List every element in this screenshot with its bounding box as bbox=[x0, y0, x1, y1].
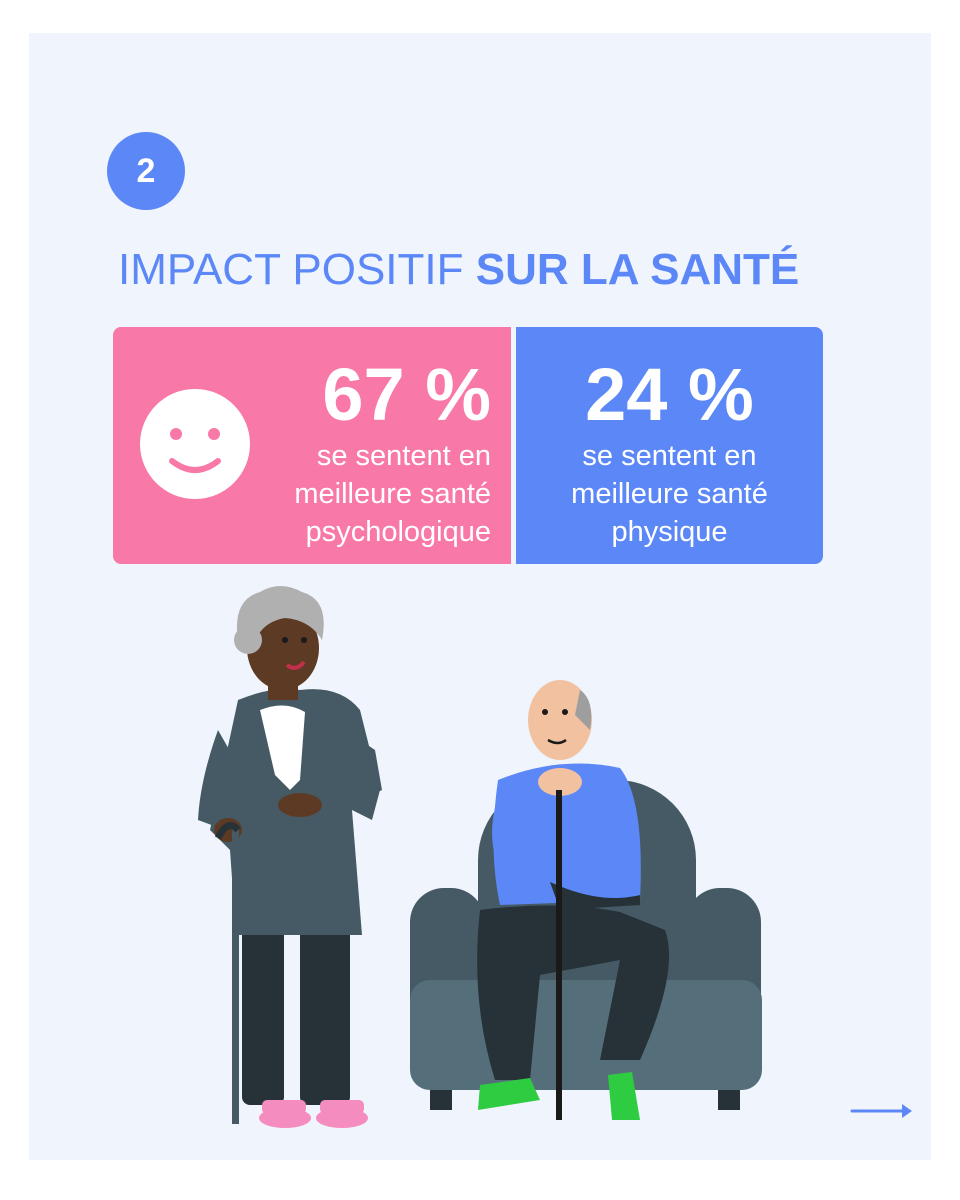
smiley-icon bbox=[140, 389, 250, 499]
stat-physical: 24 % se sentent en meilleure santé physi… bbox=[516, 327, 823, 564]
title-light: IMPACT POSITIF bbox=[118, 245, 464, 294]
step-number: 2 bbox=[136, 151, 156, 190]
step-number-badge: 2 bbox=[107, 132, 185, 210]
stat-desc-line: psychologique bbox=[305, 516, 491, 548]
stat-desc-line: se sentent en bbox=[582, 440, 757, 472]
stat-desc-line: meilleure santé bbox=[294, 478, 491, 510]
stat-desc-line: se sentent en bbox=[316, 440, 491, 472]
stat-psychological: 67 % se sentent en meilleure santé psych… bbox=[113, 327, 511, 564]
arrow-right-icon[interactable] bbox=[850, 1100, 916, 1122]
stat-value: 24 % bbox=[585, 353, 754, 436]
stat-desc-line: physique bbox=[611, 516, 728, 548]
stat-value: 67 % bbox=[322, 353, 491, 436]
title-bold: SUR LA SANTÉ bbox=[475, 245, 800, 294]
stat-description: se sentent en meilleure santé physique bbox=[516, 437, 823, 551]
page-title: IMPACT POSITIF SUR LA SANTÉ bbox=[118, 242, 799, 298]
stat-description: se sentent en meilleure santé psychologi… bbox=[294, 437, 491, 551]
stat-desc-line: meilleure santé bbox=[571, 478, 768, 510]
